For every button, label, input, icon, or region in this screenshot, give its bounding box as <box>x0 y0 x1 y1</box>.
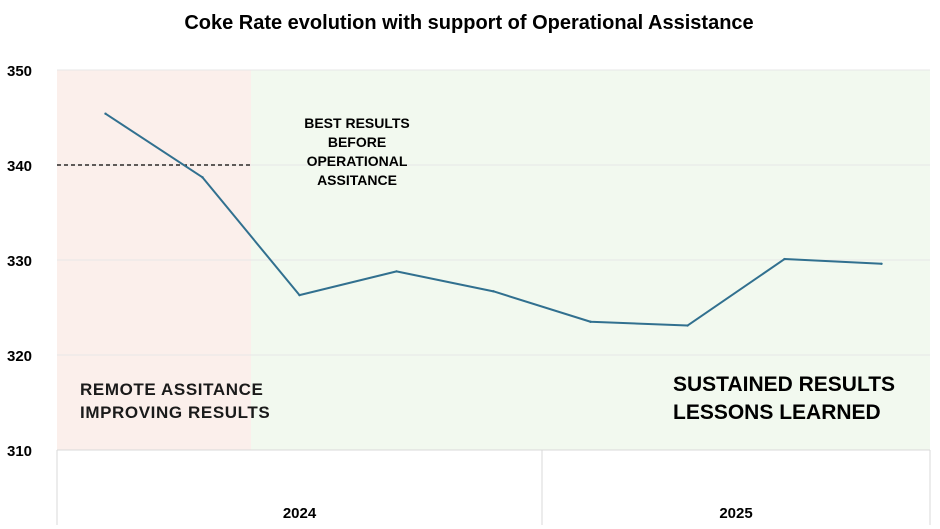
y-tick-label-350: 350 <box>7 63 32 80</box>
band-label-remote: REMOTE ASSITANCE <box>80 380 263 399</box>
annotations: BEST RESULTS BEFORE OPERATIONAL ASSITANCE RE… <box>80 115 895 424</box>
data-point <box>298 293 301 297</box>
reference-label-line: BEFORE <box>328 134 386 150</box>
y-tick-label-320: 320 <box>7 348 32 365</box>
reference-label-line: BEST RESULTS <box>304 115 410 131</box>
data-point <box>104 112 107 115</box>
data-point <box>395 270 398 273</box>
y-tick-label-340: 340 <box>7 158 32 175</box>
reference-label-line: ASSITANCE <box>317 172 397 188</box>
band-label-sustained: LESSONS LEARNED <box>673 401 881 424</box>
y-tick-label-330: 330 <box>7 253 32 270</box>
band-label-remote: IMPROVING RESULTS <box>80 403 270 422</box>
data-point <box>686 324 689 327</box>
reference-label-line: OPERATIONAL <box>307 153 408 169</box>
chart-title: Coke Rate evolution with support of Oper… <box>184 12 753 34</box>
y-tick-label-310: 310 <box>7 443 32 460</box>
data-point <box>880 262 883 265</box>
data-point <box>589 320 592 323</box>
band-label-sustained: SUSTAINED RESULTS <box>673 373 895 396</box>
x-axis: 2024 2025 <box>56 449 931 525</box>
x-group-label-2025: 2025 <box>719 505 752 522</box>
data-point <box>783 257 786 261</box>
data-point <box>201 176 204 179</box>
y-axis-ticks: 310 320 330 340 350 <box>7 63 32 460</box>
x-group-label-2024: 2024 <box>283 505 317 522</box>
series-group <box>104 112 883 327</box>
data-point <box>492 290 495 293</box>
